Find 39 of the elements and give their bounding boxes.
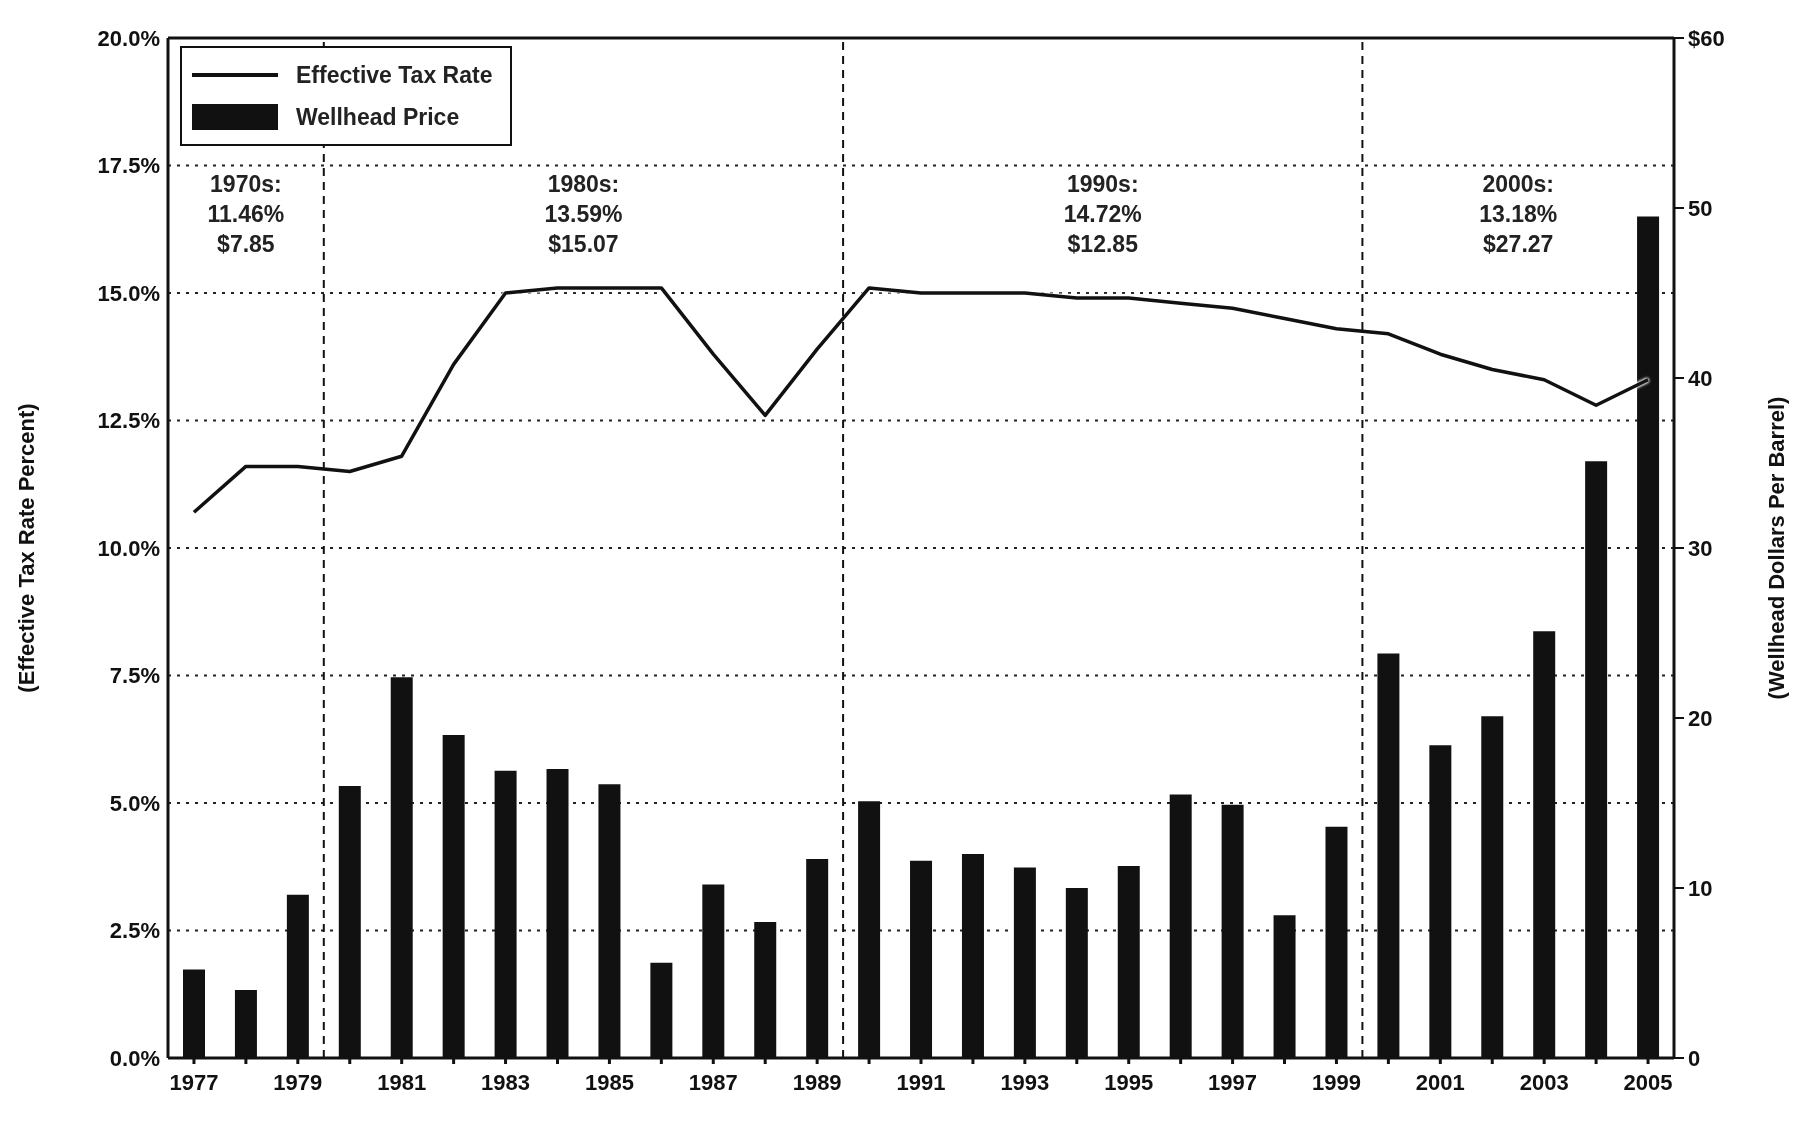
- y-tick-label: 20.0%: [97, 25, 160, 51]
- x-tick-label: 2001: [1415, 1069, 1465, 1095]
- y-axis-title: (Effective Tax Rate Percent): [13, 403, 39, 693]
- legend-label: Effective Tax Rate: [296, 61, 493, 89]
- x-tick-label: 1993: [1000, 1069, 1050, 1095]
- y2-tick-label: 50: [1688, 195, 1713, 221]
- x-tick-label: 1981: [377, 1069, 427, 1095]
- y-tick-label: 0.0%: [109, 1045, 160, 1071]
- x-tick-label: 1999: [1311, 1069, 1361, 1095]
- x-tick-label: 1979: [273, 1069, 323, 1095]
- y2-tick-label: 10: [1688, 875, 1713, 901]
- annotation: 1970s: 11.46% $7.85: [207, 171, 285, 257]
- y-tick-label: 7.5%: [109, 663, 160, 689]
- x-tick-label: 1977: [169, 1069, 219, 1095]
- x-tick-label: 1985: [584, 1069, 634, 1095]
- y-tick-label: 15.0%: [97, 280, 160, 306]
- y2-tick-label: 30: [1688, 535, 1713, 561]
- annotation: 1980s: 13.59% $15.07: [544, 171, 623, 257]
- annotation: 2000s: 13.18% $27.27: [1479, 171, 1558, 257]
- x-tick-label: 1991: [896, 1069, 946, 1095]
- y2-tick-label: 40: [1688, 365, 1713, 391]
- x-tick-label: 1989: [792, 1069, 842, 1095]
- x-tick-label: 2003: [1519, 1069, 1569, 1095]
- y-tick-label: 17.5%: [97, 153, 160, 179]
- x-tick-label: 1987: [688, 1069, 738, 1095]
- annotation: 1990s: 14.72% $12.85: [1063, 171, 1142, 257]
- x-tick-label: 2005: [1623, 1069, 1673, 1095]
- y2-axis-title: (Wellhead Dollars Per Barrel): [1763, 396, 1789, 700]
- y-tick-label: 5.0%: [109, 790, 160, 816]
- y2-tick-label: $60: [1688, 25, 1725, 51]
- x-tick-label: 1983: [481, 1069, 531, 1095]
- y2-tick-label: 20: [1688, 705, 1713, 731]
- x-tick-label: 1997: [1208, 1069, 1258, 1095]
- y2-tick-label: 0: [1688, 1045, 1701, 1071]
- y-tick-label: 10.0%: [97, 535, 160, 561]
- x-tick-label: 1995: [1104, 1069, 1154, 1095]
- legend-label: Wellhead Price: [296, 103, 460, 131]
- y-tick-label: 12.5%: [97, 408, 160, 434]
- y-tick-label: 2.5%: [109, 918, 160, 944]
